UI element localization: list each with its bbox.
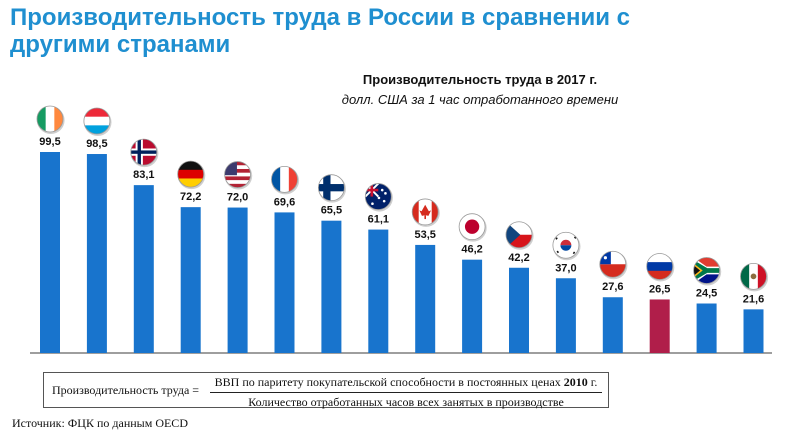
source-note: Источник: ФЦК по данным OECD [12, 416, 188, 430]
bar-usa [227, 207, 248, 353]
bar-value-label: 46,2 [461, 244, 482, 256]
bar-south-africa [696, 303, 717, 353]
south-korea-flag-icon [552, 232, 579, 259]
formula-denominator: Количество отработанных часов всех занят… [248, 395, 564, 409]
bar-value-label: 99,5 [39, 136, 60, 148]
bar-australia [368, 229, 389, 353]
formula-numerator: ВВП по паритету покупательской способнос… [210, 375, 602, 393]
formula-lhs: Производительность труда = [52, 383, 200, 397]
flag-border [271, 166, 298, 193]
flag-border [693, 257, 720, 284]
bar-value-label: 65,5 [321, 205, 342, 217]
flag-border [36, 105, 64, 133]
mexico-flag-icon [740, 263, 767, 290]
norway-flag-icon [130, 139, 157, 166]
bar-japan [462, 259, 483, 353]
flag-border [505, 221, 533, 249]
page-title: Производительность труда в России в срав… [10, 4, 631, 58]
bar-russia [649, 299, 670, 353]
germany-flag-icon [177, 161, 204, 188]
canada-flag-icon [412, 198, 439, 225]
australia-flag-icon [365, 183, 392, 210]
czech-flag-icon [506, 221, 532, 248]
bar-south-korea [555, 278, 576, 353]
formula-numerator-text: ВВП по паритету покупательской способнос… [214, 375, 561, 389]
bar-value-label: 72,0 [227, 192, 248, 204]
flag-border [458, 213, 486, 241]
bar-value-label: 42,2 [508, 252, 529, 264]
bar-value-label: 27,6 [602, 281, 623, 293]
flag-border [646, 253, 674, 280]
formula-fraction: ВВП по паритету покупательской способнос… [210, 375, 602, 410]
flag-border [552, 231, 580, 259]
usa-flag-icon [224, 161, 251, 188]
flag-border [83, 107, 111, 135]
ireland-flag-icon [37, 106, 63, 132]
bar-value-label: 26,5 [649, 283, 670, 295]
luxembourg-flag-icon [83, 108, 110, 135]
chile-flag-icon [599, 251, 626, 278]
bar-value-label: 21,6 [743, 293, 764, 305]
bar-value-label: 53,5 [414, 229, 435, 241]
flag-border [740, 262, 767, 290]
bar-france [274, 212, 295, 353]
bar-value-label: 69,6 [274, 196, 295, 208]
bar-value-label: 37,0 [555, 262, 576, 274]
bar-germany [180, 207, 201, 353]
flag-border [130, 138, 158, 166]
formula-numerator-year: 2010 [563, 375, 588, 389]
flag-border [224, 161, 252, 188]
bar-ireland [40, 152, 60, 353]
flag-border [364, 183, 392, 210]
bar-chile [602, 297, 623, 353]
chart-subtitle: долл. США за 1 час отработанного времени [341, 92, 619, 107]
bar-value-label: 61,1 [368, 214, 389, 226]
flag-border [317, 174, 345, 202]
formula-numerator-suffix: г. [587, 375, 598, 389]
flag-border [599, 250, 627, 278]
finland-flag-icon [318, 174, 345, 201]
south-africa-flag-icon [693, 257, 720, 284]
bar-norway [133, 185, 154, 353]
bar-value-label: 72,2 [180, 191, 201, 203]
bar-mexico [743, 309, 764, 353]
bar-value-label: 98,5 [86, 138, 107, 150]
chart-title: Производительность труда в 2017 г. [362, 72, 598, 87]
bar-value-label: 83,1 [133, 169, 154, 181]
formula-box: Производительность труда = ВВП по парите… [43, 372, 609, 410]
bar-canada [415, 244, 436, 353]
france-flag-icon [271, 166, 298, 193]
bar-czech [509, 267, 529, 353]
bar-value-label: 24,5 [696, 288, 717, 300]
flag-border [411, 198, 439, 226]
flag-border [177, 160, 205, 188]
russia-flag-icon [646, 253, 673, 280]
bar-luxembourg [86, 154, 107, 353]
japan-flag-icon [459, 213, 486, 240]
bar-finland [321, 220, 342, 353]
